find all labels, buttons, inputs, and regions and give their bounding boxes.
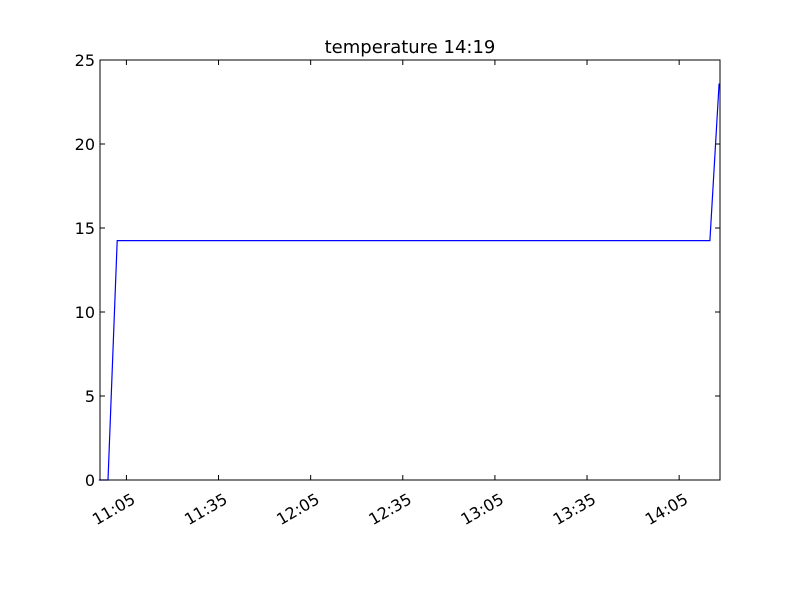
- chart-title: temperature 14:19: [325, 37, 496, 58]
- plot-frame: [99, 59, 721, 481]
- y-tick-label: 5: [85, 387, 95, 406]
- y-tick-label: 25: [75, 51, 95, 70]
- y-tick-label: 10: [75, 303, 95, 322]
- y-tick-label: 0: [85, 471, 95, 490]
- y-tick-label: 15: [75, 219, 95, 238]
- y-tick-label: 20: [75, 135, 95, 154]
